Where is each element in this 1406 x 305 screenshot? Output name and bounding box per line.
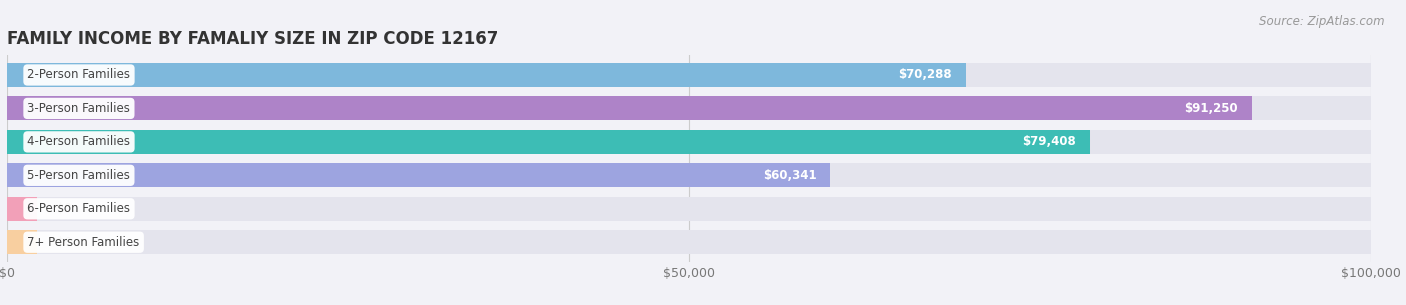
Bar bbox=[7, 63, 966, 87]
Bar bbox=[7, 96, 1251, 120]
Bar bbox=[7, 230, 1371, 254]
Bar bbox=[7, 163, 1371, 187]
Bar bbox=[7, 63, 1371, 87]
Text: 4-Person Families: 4-Person Families bbox=[28, 135, 131, 148]
Text: $60,341: $60,341 bbox=[762, 169, 817, 182]
Bar bbox=[7, 130, 1090, 154]
Text: $70,288: $70,288 bbox=[898, 68, 952, 81]
Text: $0: $0 bbox=[58, 236, 72, 249]
Text: FAMILY INCOME BY FAMALIY SIZE IN ZIP CODE 12167: FAMILY INCOME BY FAMALIY SIZE IN ZIP COD… bbox=[7, 30, 498, 48]
Bar bbox=[7, 230, 37, 254]
Text: 3-Person Families: 3-Person Families bbox=[28, 102, 131, 115]
Text: Source: ZipAtlas.com: Source: ZipAtlas.com bbox=[1260, 15, 1385, 28]
Text: $91,250: $91,250 bbox=[1184, 102, 1237, 115]
Bar bbox=[7, 197, 37, 221]
Text: $0: $0 bbox=[58, 202, 72, 215]
Bar bbox=[7, 130, 1371, 154]
Text: 7+ Person Families: 7+ Person Families bbox=[28, 236, 139, 249]
Text: 5-Person Families: 5-Person Families bbox=[28, 169, 131, 182]
Text: $79,408: $79,408 bbox=[1022, 135, 1077, 148]
Bar bbox=[7, 96, 1371, 120]
Bar bbox=[7, 163, 830, 187]
Text: 6-Person Families: 6-Person Families bbox=[28, 202, 131, 215]
Text: 2-Person Families: 2-Person Families bbox=[28, 68, 131, 81]
Bar bbox=[7, 197, 1371, 221]
